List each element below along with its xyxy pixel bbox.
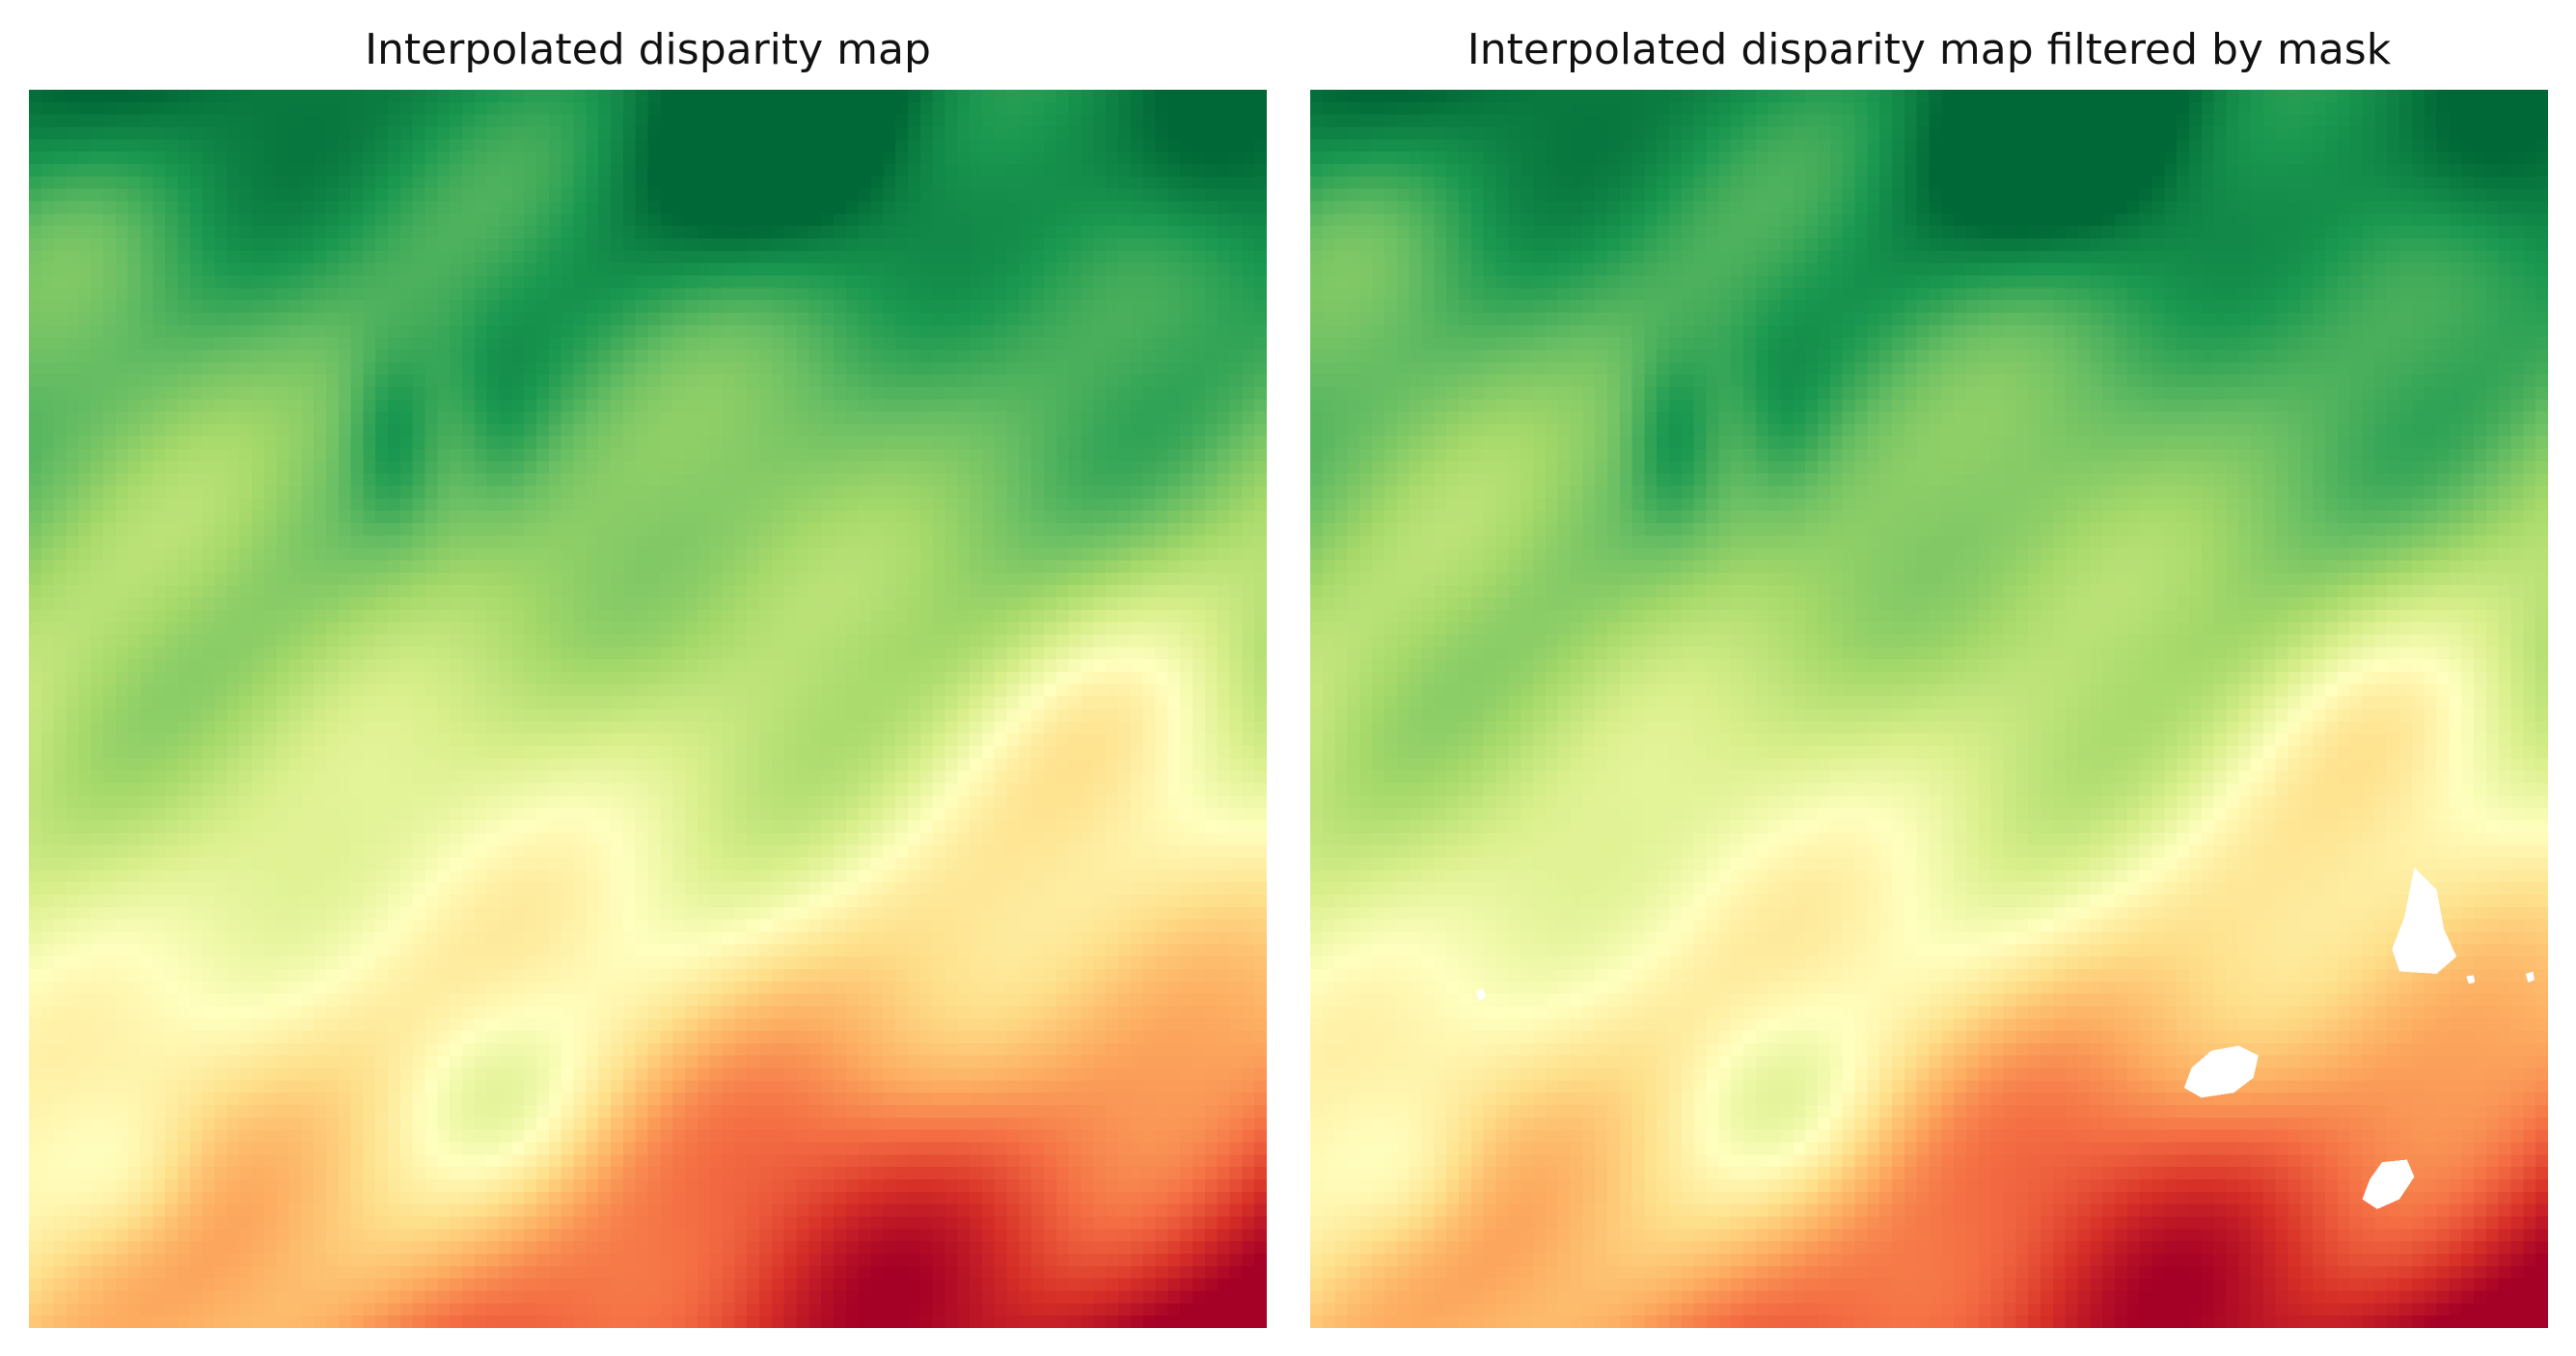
masked-region bbox=[2466, 975, 2476, 984]
masked-region bbox=[2525, 971, 2535, 983]
left-panel-title: Interpolated disparity map bbox=[29, 21, 1267, 79]
interpolated-disparity-map-image bbox=[29, 90, 1267, 1328]
masked-region bbox=[2392, 867, 2457, 975]
filtered-disparity-map-image bbox=[1310, 90, 2548, 1328]
masked-region bbox=[2362, 1159, 2415, 1209]
right-panel-title: Interpolated disparity map filtered by m… bbox=[1310, 21, 2548, 79]
masked-region bbox=[1475, 988, 1487, 1002]
masked-region bbox=[2183, 1045, 2259, 1098]
